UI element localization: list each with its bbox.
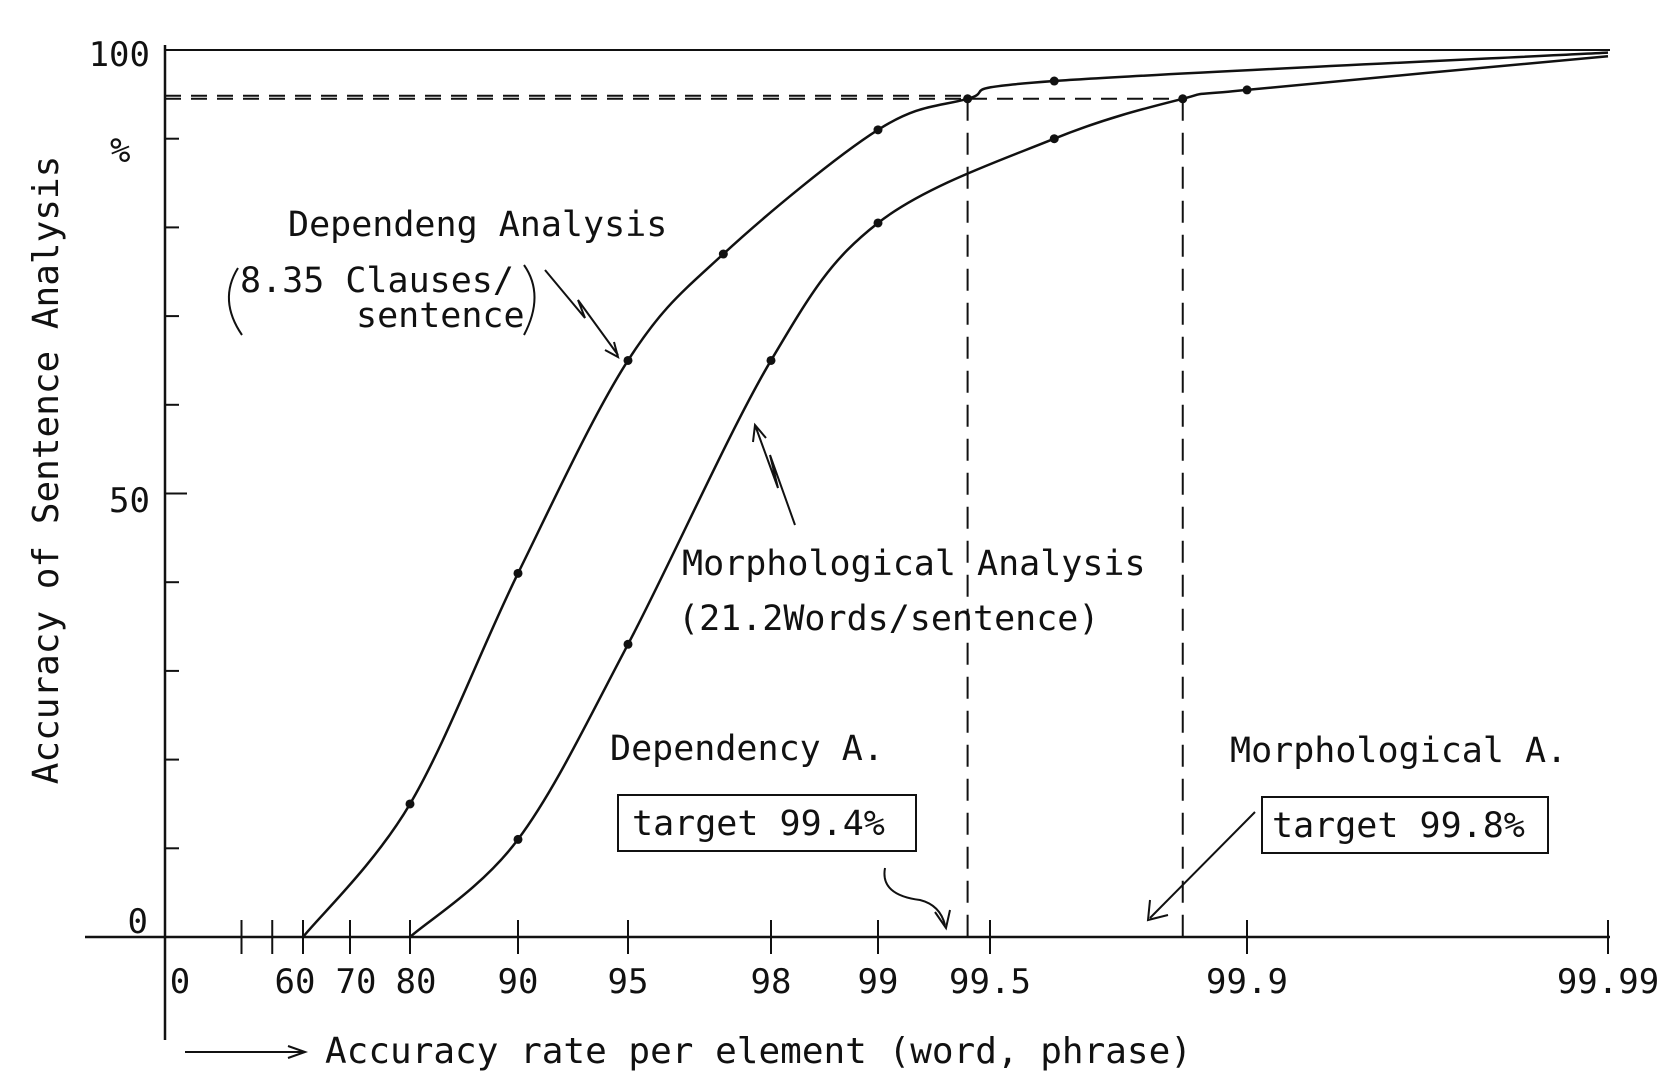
morph-annotation-pointer — [754, 424, 796, 526]
dependency-target-box — [617, 794, 917, 852]
dependency-annotation-paren-right — [523, 264, 536, 336]
x-tick-label-99-5: 99.5 — [949, 962, 1031, 1002]
dependency-annotation-paren-left — [227, 267, 243, 336]
dependency-target-label: target 99.4% — [632, 804, 885, 844]
data-point-dependency-4 — [718, 249, 728, 259]
x-tick-label-95: 95 — [608, 962, 649, 1002]
dependency-target-caption: Dependency A. — [610, 729, 884, 769]
series-line-dependency — [302, 51, 1609, 938]
morph-annotation-sub: (21.2Words/sentence) — [678, 599, 1099, 639]
x-tick-label-70: 70 — [336, 962, 377, 1002]
morph-target-label: target 99.8% — [1272, 806, 1525, 846]
x-tick-label-99: 99 — [858, 962, 899, 1002]
morph-annotation-pointer-head — [752, 422, 767, 443]
x-axis-title: Accuracy rate per element (word, phrase) — [325, 1031, 1192, 1072]
data-point-morph-2 — [623, 639, 633, 649]
data-point-dependency-7 — [1049, 76, 1059, 86]
dependency-annotation-sub2: sentence — [356, 296, 525, 336]
x-tick-label-80: 80 — [396, 962, 437, 1002]
dependency-target-arrow — [883, 867, 946, 926]
morph-annotation-title: Morphological Analysis — [682, 544, 1146, 584]
dependency-annotation-title: Dependeng Analysis — [288, 205, 667, 245]
dependency-annotation-pointer — [544, 269, 619, 356]
data-point-dependency-1 — [405, 799, 415, 809]
y-tick-label-50: 50 — [109, 481, 150, 521]
x-tick-label-0: 0 — [170, 962, 190, 1002]
data-point-morph-7 — [1242, 85, 1252, 95]
y-unit-label: % — [110, 131, 130, 171]
data-point-morph-5 — [1049, 134, 1059, 144]
x-tick-label-90: 90 — [498, 962, 539, 1002]
morph-target-box — [1261, 796, 1549, 854]
y-tick-label-0: 0 — [128, 902, 148, 942]
dependency-target-arrowhead — [934, 909, 951, 931]
dependency-annotation-sub1: 8.35 Clauses/ — [240, 261, 514, 301]
morph-target-arrowhead — [1146, 899, 1169, 922]
y-axis-title: Accuracy of Sentence Analysis — [26, 156, 67, 785]
data-point-morph-3 — [766, 355, 776, 365]
data-point-morph-4 — [873, 218, 883, 228]
data-point-dependency-5 — [873, 125, 883, 135]
morph-target-caption: Morphological A. — [1230, 731, 1567, 771]
data-point-morph-6 — [1178, 94, 1188, 104]
x-axis-title-arrowhead — [287, 1045, 309, 1059]
y-tick-label-100: 100 — [89, 35, 150, 75]
data-point-dependency-6 — [963, 94, 973, 104]
x-tick-label-60: 60 — [275, 962, 316, 1002]
morph-target-arrow — [1149, 811, 1256, 919]
x-tick-label-99-9: 99.9 — [1206, 962, 1288, 1002]
x-tick-label-98: 98 — [751, 962, 792, 1002]
dependency-annotation-pointer-head — [604, 341, 620, 359]
x-tick-label-99-99: 99.99 — [1557, 962, 1659, 1002]
data-point-dependency-3 — [623, 355, 633, 365]
data-point-dependency-2 — [513, 568, 523, 578]
data-point-morph-1 — [513, 834, 523, 844]
